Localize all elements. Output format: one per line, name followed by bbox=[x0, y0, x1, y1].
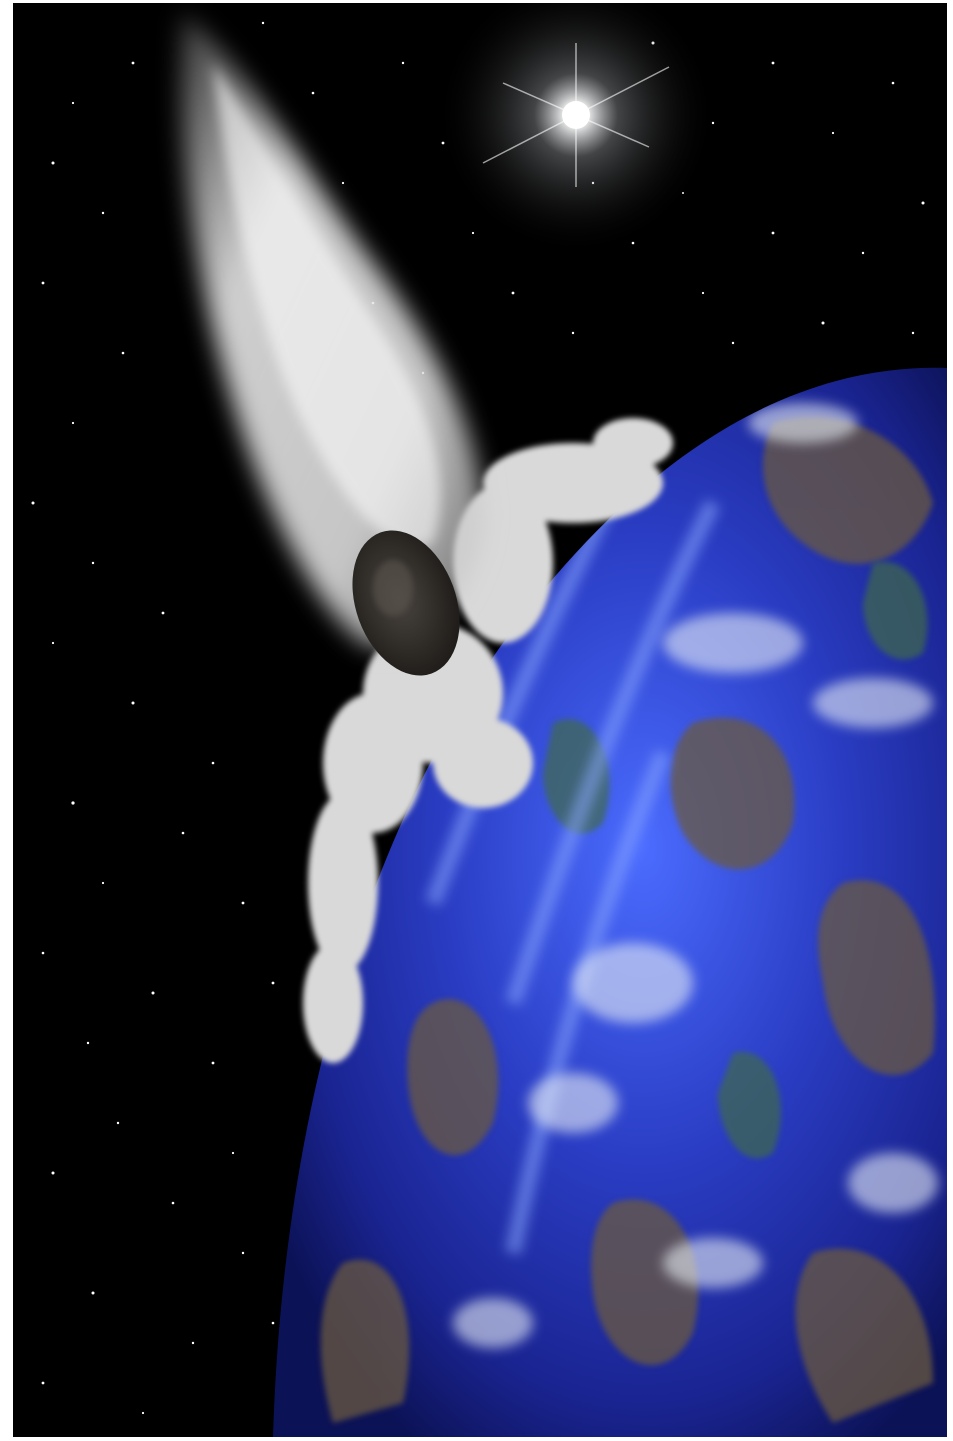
asteroid-icon bbox=[181, 13, 483, 676]
space-scene bbox=[13, 3, 947, 1437]
scene-illustration bbox=[13, 3, 947, 1437]
planet-icon bbox=[273, 367, 947, 1437]
sun-icon bbox=[436, 3, 716, 255]
